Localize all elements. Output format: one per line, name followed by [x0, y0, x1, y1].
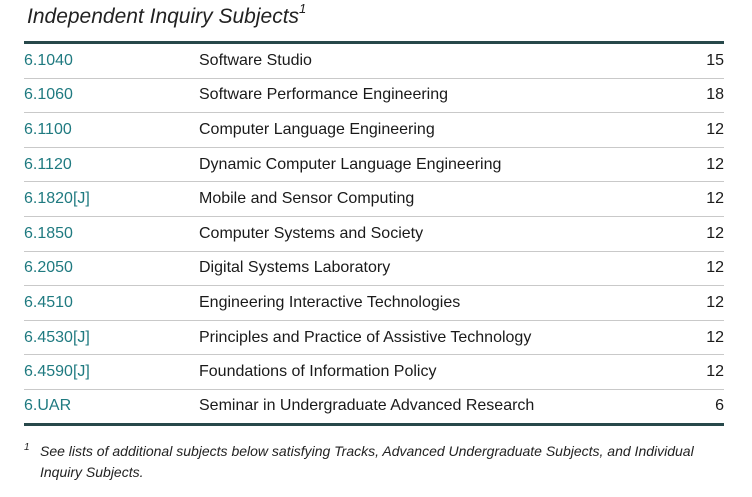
subject-number-link[interactable]: 6.1120 — [24, 155, 72, 173]
footnote-text: See lists of additional subjects below s… — [40, 443, 694, 480]
subject-units: 12 — [706, 328, 724, 346]
subject-name: Foundations of Information Policy — [199, 363, 437, 381]
subject-number-link[interactable]: 6.1040 — [24, 51, 73, 69]
subject-name: Dynamic Computer Language Engineering — [199, 155, 502, 173]
subject-number-link[interactable]: 6.2050 — [24, 259, 73, 277]
subject-name: Principles and Practice of Assistive Tec… — [199, 328, 532, 346]
subject-name: Software Performance Engineering — [199, 86, 449, 104]
subject-number-link[interactable]: 6.4590[J] — [24, 363, 90, 381]
subject-units: 12 — [706, 293, 724, 311]
footnote: 1 See lists of additional subjects below… — [24, 441, 724, 483]
subject-number-link[interactable]: 6.4510 — [24, 293, 73, 311]
subject-name: Software Studio — [199, 51, 312, 69]
subject-units: 6 — [715, 397, 724, 415]
subject-units: 18 — [706, 86, 724, 104]
subject-name: Seminar in Undergraduate Advanced Resear… — [199, 397, 535, 415]
section-title: Independent Inquiry Subjects1 — [27, 1, 307, 29]
subject-units: 12 — [706, 190, 724, 208]
subject-number-link[interactable]: 6.4530[J] — [24, 328, 90, 346]
subject-units: 12 — [706, 155, 724, 173]
table-row: 6.1060 Software Performance Engineering … — [24, 79, 724, 114]
subject-units: 12 — [706, 259, 724, 277]
subject-number-link[interactable]: 6.1060 — [24, 86, 73, 104]
subject-number-link[interactable]: 6.1100 — [24, 120, 72, 138]
table-row: 6.1120 Dynamic Computer Language Enginee… — [24, 148, 724, 183]
table-row: 6.1040 Software Studio 15 — [24, 44, 724, 79]
footnote-mark: 1 — [24, 442, 30, 453]
subject-name: Digital Systems Laboratory — [199, 259, 391, 277]
subject-units: 12 — [706, 224, 724, 242]
subject-name: Computer Systems and Society — [199, 224, 424, 242]
subjects-table: 6.1040 Software Studio 15 6.1060 Softwar… — [24, 41, 724, 426]
table-row: 6.4530[J] Principles and Practice of Ass… — [24, 321, 724, 356]
table-row: 6.1850 Computer Systems and Society 12 — [24, 217, 724, 252]
table-row: 6.1100 Computer Language Engineering 12 — [24, 113, 724, 148]
subject-number-link[interactable]: 6.1820[J] — [24, 190, 90, 208]
subject-units: 12 — [706, 363, 724, 381]
footnote-reference: 1 — [299, 1, 307, 16]
table-row: 6.2050 Digital Systems Laboratory 12 — [24, 252, 724, 287]
table-row: 6.4510 Engineering Interactive Technolog… — [24, 286, 724, 321]
table-row: 6.1820[J] Mobile and Sensor Computing 12 — [24, 182, 724, 217]
subject-name: Computer Language Engineering — [199, 120, 435, 138]
subject-number-link[interactable]: 6.1850 — [24, 224, 73, 242]
table-row: 6.4590[J] Foundations of Information Pol… — [24, 355, 724, 390]
table-row: 6.UAR Seminar in Undergraduate Advanced … — [24, 390, 724, 426]
subject-units: 15 — [706, 51, 724, 69]
section-title-text: Independent Inquiry Subjects — [27, 5, 300, 28]
subject-units: 12 — [706, 120, 724, 138]
subject-number-link[interactable]: 6.UAR — [24, 397, 72, 415]
subject-name: Engineering Interactive Technologies — [199, 293, 461, 311]
subject-name: Mobile and Sensor Computing — [199, 190, 415, 208]
